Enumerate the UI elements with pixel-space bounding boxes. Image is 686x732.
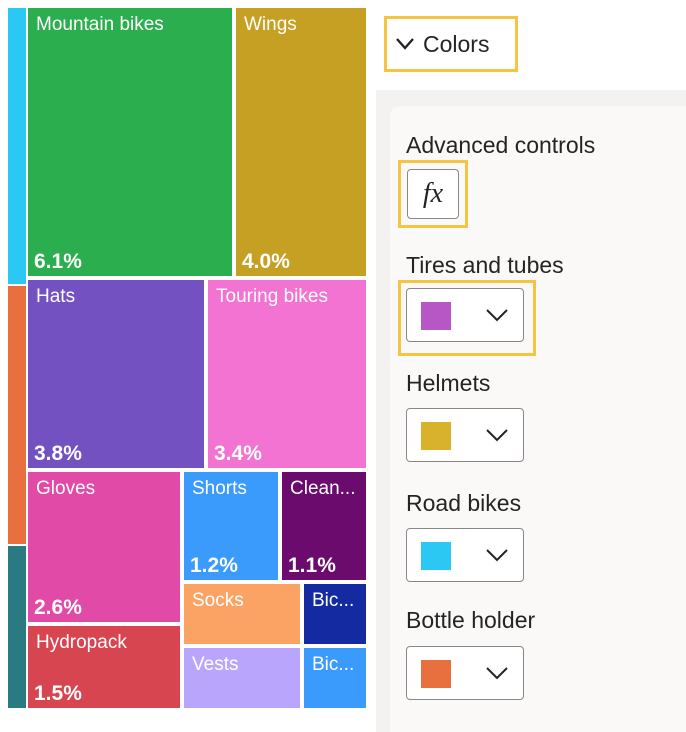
color-swatch [421,542,451,570]
picker-highlight [398,280,536,356]
series-label-helmets: Helmets [406,370,491,396]
tile-value: 6.1% [34,250,82,273]
color-picker-tires-and-tubes[interactable] [406,288,524,342]
advanced-controls-label: Advanced controls [406,132,596,158]
tile-label: Touring bikes [216,286,328,307]
tile-value: 1.2% [190,554,238,577]
tile-value: 4.0% [242,250,290,273]
strip-segment-teal[interactable] [8,546,26,708]
series-label-road-bikes: Road bikes [406,490,522,516]
tile-bic-2[interactable]: Bic... [302,646,368,710]
tile-label: Hydropack [36,632,127,653]
color-swatch [421,660,451,688]
tile-touring-bikes[interactable]: Touring bikes 3.4% [206,278,368,470]
tile-label: Wings [244,14,297,35]
tile-value: 1.5% [34,682,82,705]
tile-value: 2.6% [34,596,82,619]
color-picker-helmets[interactable] [406,408,524,462]
fx-highlight: fx [398,160,468,228]
tile-label: Mountain bikes [36,14,164,35]
section-title: Colors [423,30,490,57]
tile-hats[interactable]: Hats 3.8% [26,278,206,470]
tile-label: Bic... [312,590,355,611]
chevron-down-icon [486,309,508,322]
chevron-down-icon [486,429,508,442]
series-label-tires-and-tubes: Tires and tubes [406,252,564,278]
tile-shorts[interactable]: Shorts 1.2% [182,470,280,582]
fx-button[interactable]: fx [407,169,459,219]
tile-value: 1.1% [288,554,336,577]
tile-socks[interactable]: Socks [182,582,302,646]
tile-vests[interactable]: Vests [182,646,302,710]
tile-value: 3.8% [34,442,82,465]
chevron-down-icon [396,38,414,50]
tile-label: Socks [192,590,244,611]
tile-label: Vests [192,654,239,675]
tile-gloves[interactable]: Gloves 2.6% [26,470,182,624]
color-picker-road-bikes[interactable] [406,528,524,582]
tile-bic-1[interactable]: Bic... [302,582,368,646]
strip-segment-road-bikes[interactable] [8,8,26,284]
tile-label: Gloves [36,478,96,499]
treemap-visual: Mountain bikes 6.1% Wings 4.0% Hats 3.8%… [8,6,368,710]
tile-clean[interactable]: Clean... 1.1% [280,470,368,582]
tile-value: 3.4% [214,442,262,465]
tile-hydropack[interactable]: Hydropack 1.5% [26,624,182,710]
tile-label: Bic... [312,654,355,675]
chevron-down-icon [486,549,508,562]
tile-label: Hats [36,286,76,307]
color-swatch [421,302,451,330]
color-picker-bottle-holder[interactable] [406,646,524,700]
chevron-down-icon [486,667,508,680]
color-swatch [421,422,451,450]
colors-section-header[interactable]: Colors [384,16,518,72]
series-label-bottle-holder: Bottle holder [406,607,536,633]
tile-label: Shorts [192,478,247,499]
strip-segment-bottle-holder[interactable] [8,286,26,544]
tile-label: Clean... [290,478,356,499]
tile-mountain-bikes[interactable]: Mountain bikes 6.1% [26,6,234,278]
format-pane: Colors Advanced controls fx Tires and tu… [376,0,686,732]
tile-wings[interactable]: Wings 4.0% [234,6,368,278]
